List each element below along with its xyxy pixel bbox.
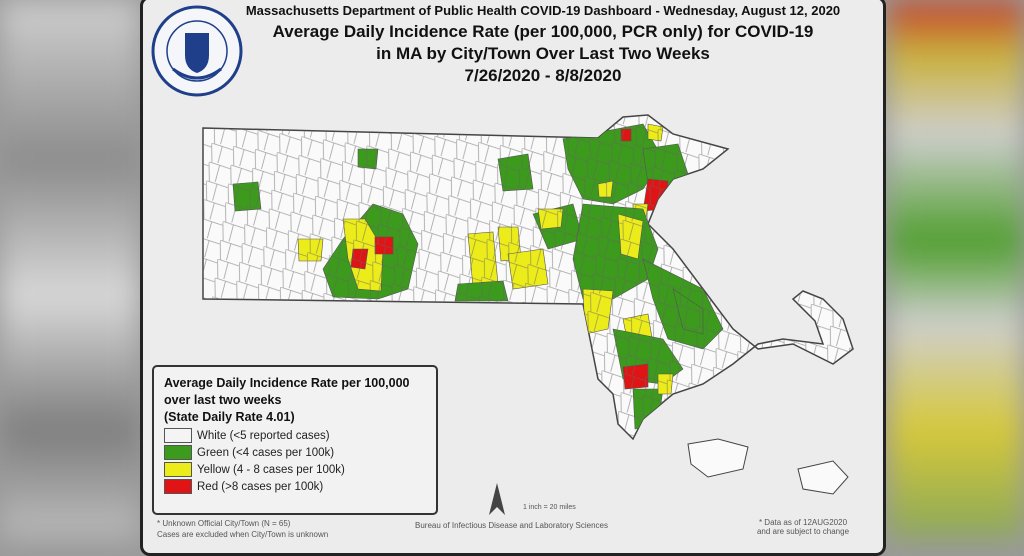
town-region [752, 368, 792, 405]
dashboard-header: Massachusetts Department of Public Healt… [143, 3, 883, 87]
legend-item: Yellow (4 - 8 cases per 100k) [164, 462, 426, 477]
bureau-credit: Bureau of Infectious Disease and Laborat… [415, 521, 609, 530]
north-arrow-icon [489, 483, 505, 515]
header-line-1: Massachusetts Department of Public Healt… [245, 3, 841, 18]
legend-state-rate: (State Daily Rate 4.01) [164, 410, 295, 424]
nantucket [797, 460, 849, 495]
legend-title-2: over last two weeks [164, 393, 282, 407]
title-line-3: in MA by City/Town Over Last Two Weeks [376, 44, 710, 63]
date-range: 7/26/2020 - 8/8/2020 [464, 66, 622, 85]
dashboard-panel: Massachusetts Department of Public Healt… [140, 0, 886, 556]
legend-label: Red (>8 cases per 100k) [197, 480, 324, 493]
legend: Average Daily Incidence Rate per 100,000… [152, 365, 438, 515]
legend-label: White (<5 reported cases) [197, 429, 330, 442]
legend-item: Green (<4 cases per 100k) [164, 445, 426, 460]
legend-label: Green (<4 cases per 100k) [197, 446, 335, 459]
legend-swatch [164, 479, 192, 494]
blurred-background-right [888, 0, 1024, 538]
legend-swatch [164, 445, 192, 460]
unknown-note: * Unknown Official City/Town (N = 65) [157, 519, 291, 528]
marthas-vineyard [687, 438, 749, 478]
town-region [722, 390, 744, 415]
data-as-of: * Data as of 12AUG2020 and are subject t… [743, 518, 863, 536]
title-line-2: Average Daily Incidence Rate (per 100,00… [272, 22, 814, 41]
blurred-background-left [0, 0, 140, 538]
scale-text: 1 inch = 20 miles [523, 504, 576, 511]
legend-title-1: Average Daily Incidence Rate per 100,000 [164, 376, 410, 390]
legend-swatch [164, 428, 192, 443]
map-title: Average Daily Incidence Rate (per 100,00… [203, 21, 883, 87]
legend-item: Red (>8 cases per 100k) [164, 479, 426, 494]
excluded-note: Cases are excluded when City/Town is unk… [157, 530, 329, 539]
legend-label: Yellow (4 - 8 cases per 100k) [197, 463, 345, 476]
dph-seal-logo [151, 5, 243, 97]
as-of-line-1: * Data as of 12AUG2020 [758, 518, 848, 527]
legend-item: White (<5 reported cases) [164, 428, 426, 443]
as-of-line-2: and are subject to change [756, 527, 850, 536]
legend-swatch [164, 462, 192, 477]
